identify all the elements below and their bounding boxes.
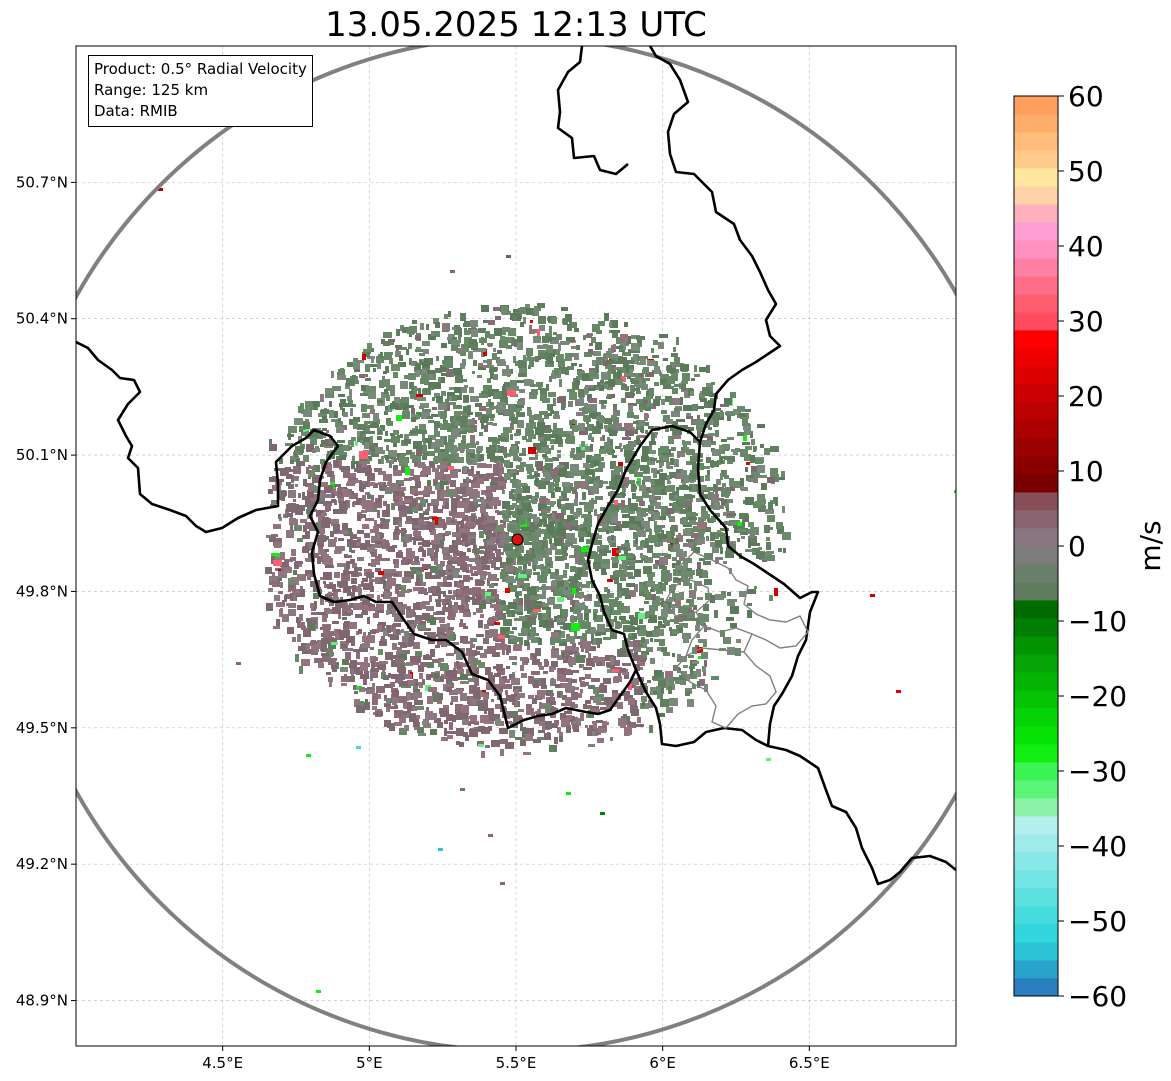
- admin-border-1: [679, 551, 809, 649]
- colorbar-band-45: [1014, 168, 1058, 187]
- info-product: Product: 0.5° Radial Velocity: [94, 60, 307, 78]
- colorbar-band-17: [1014, 672, 1058, 691]
- colorbar-tick-label-5: 10: [1068, 455, 1104, 488]
- colorbar-bands: [1014, 96, 1058, 997]
- xtick-label-3: 6°E: [649, 1054, 676, 1072]
- colorbar-band-32: [1014, 402, 1058, 421]
- admin-border-3: [675, 625, 777, 729]
- colorbar-tick-label-3: 30: [1068, 305, 1104, 338]
- colorbar-band-16: [1014, 690, 1058, 709]
- colorbar-band-42: [1014, 222, 1058, 241]
- ytick-label-1: 49.2°N: [16, 855, 68, 873]
- colorbar-tick-label-11: −50: [1068, 905, 1127, 938]
- colorbar-tick-label-9: −30: [1068, 755, 1127, 788]
- colorbar-band-11: [1014, 780, 1058, 799]
- colorbar-band-40: [1014, 258, 1058, 277]
- colorbar-band-27: [1014, 492, 1058, 511]
- info-range: Range: 125 km: [94, 81, 209, 99]
- colorbar-band-25: [1014, 528, 1058, 547]
- colorbar-band-13: [1014, 744, 1058, 763]
- colorbar-ticks: 60 50 40 30 20 10 0 −10 −20 −30 −40 −50 −60: [1058, 80, 1127, 1013]
- colorbar-band-28: [1014, 474, 1058, 493]
- colorbar-tick-label-10: −40: [1068, 830, 1127, 863]
- colorbar-band-7: [1014, 852, 1058, 871]
- colorbar-band-18: [1014, 654, 1058, 673]
- colorbar-band-37: [1014, 312, 1058, 331]
- colorbar-label: m/s: [1134, 520, 1167, 571]
- colorbar-band-15: [1014, 708, 1058, 727]
- colorbar-band-47: [1014, 132, 1058, 151]
- colorbar-band-22: [1014, 582, 1058, 601]
- ytick-label-2: 49.5°N: [16, 719, 68, 737]
- colorbar-band-14: [1014, 726, 1058, 745]
- border-luxembourg-france: [634, 669, 769, 748]
- colorbar-band-35: [1014, 348, 1058, 367]
- velocity-echoes: [158, 188, 956, 993]
- colorbar-band-31: [1014, 420, 1058, 439]
- colorbar-band-49: [1014, 96, 1058, 115]
- xtick-label-4: 6.5°E: [789, 1054, 830, 1072]
- radar-site-marker: [511, 533, 524, 546]
- colorbar-band-33: [1014, 384, 1058, 403]
- colorbar-tick-label-2: 40: [1068, 230, 1104, 263]
- axis-ticks: 4.5°E 5°E 5.5°E 6°E 6.5°E 48.9°N 49.2°N 49.5°N 4…: [16, 173, 830, 1072]
- colorbar-band-19: [1014, 636, 1058, 655]
- xtick-label-2: 5.5°E: [496, 1054, 537, 1072]
- ytick-label-5: 50.4°N: [16, 310, 68, 328]
- ytick-label-4: 50.1°N: [16, 446, 68, 464]
- colorbar-tick-label-8: −20: [1068, 680, 1127, 713]
- colorbar-band-21: [1014, 600, 1058, 619]
- colorbar-tick-label-4: 20: [1068, 380, 1104, 413]
- xtick-label-1: 5°E: [356, 1054, 383, 1072]
- colorbar-band-3: [1014, 924, 1058, 943]
- colorbar-band-5: [1014, 888, 1058, 907]
- colorbar-tick-label-6: 0: [1068, 530, 1086, 563]
- admin-borders: [663, 551, 809, 729]
- colorbar-band-39: [1014, 276, 1058, 295]
- colorbar-tick-label-12: −60: [1068, 980, 1127, 1013]
- border-belgium-netherlands-north: [76, 46, 782, 730]
- colorbar-band-9: [1014, 816, 1058, 835]
- ytick-label-3: 49.8°N: [16, 582, 68, 600]
- colorbar-tick-label-7: −10: [1068, 605, 1127, 638]
- colorbar-band-6: [1014, 870, 1058, 889]
- colorbar-band-10: [1014, 798, 1058, 817]
- colorbar-band-4: [1014, 906, 1058, 925]
- colorbar-band-23: [1014, 564, 1058, 583]
- info-data-source: Data: RMIB: [94, 102, 178, 120]
- colorbar-band-46: [1014, 150, 1058, 169]
- ytick-label-6: 50.7°N: [16, 173, 68, 191]
- colorbar-band-29: [1014, 456, 1058, 475]
- colorbar-band-1: [1014, 960, 1058, 979]
- colorbar-band-20: [1014, 618, 1058, 637]
- colorbar-band-0: [1014, 978, 1058, 997]
- admin-border-2: [663, 577, 697, 617]
- colorbar-band-30: [1014, 438, 1058, 457]
- colorbar-band-26: [1014, 510, 1058, 529]
- colorbar-band-24: [1014, 546, 1058, 565]
- info-box: Product: 0.5° Radial Velocity Range: 125…: [88, 55, 313, 127]
- colorbar-band-36: [1014, 330, 1058, 349]
- map-title: 13.05.2025 12:13 UTC: [325, 5, 707, 45]
- colorbar-band-41: [1014, 240, 1058, 259]
- colorbar-band-8: [1014, 834, 1058, 853]
- colorbar-tick-label-1: 50: [1068, 155, 1104, 188]
- colorbar-band-12: [1014, 762, 1058, 781]
- border-north-stub: [556, 46, 629, 176]
- colorbar-band-43: [1014, 204, 1058, 223]
- admin-border-4: [685, 647, 745, 657]
- country-borders: [76, 46, 956, 886]
- xtick-label-0: 4.5°E: [202, 1054, 243, 1072]
- colorbar-tick-label-0: 60: [1068, 80, 1104, 113]
- colorbar-band-2: [1014, 942, 1058, 961]
- colorbar-band-34: [1014, 366, 1058, 385]
- colorbar-band-44: [1014, 186, 1058, 205]
- colorbar-band-38: [1014, 294, 1058, 313]
- border-luxembourg-germany-east: [696, 441, 956, 886]
- colorbar-band-48: [1014, 114, 1058, 133]
- ytick-label-0: 48.9°N: [16, 992, 68, 1010]
